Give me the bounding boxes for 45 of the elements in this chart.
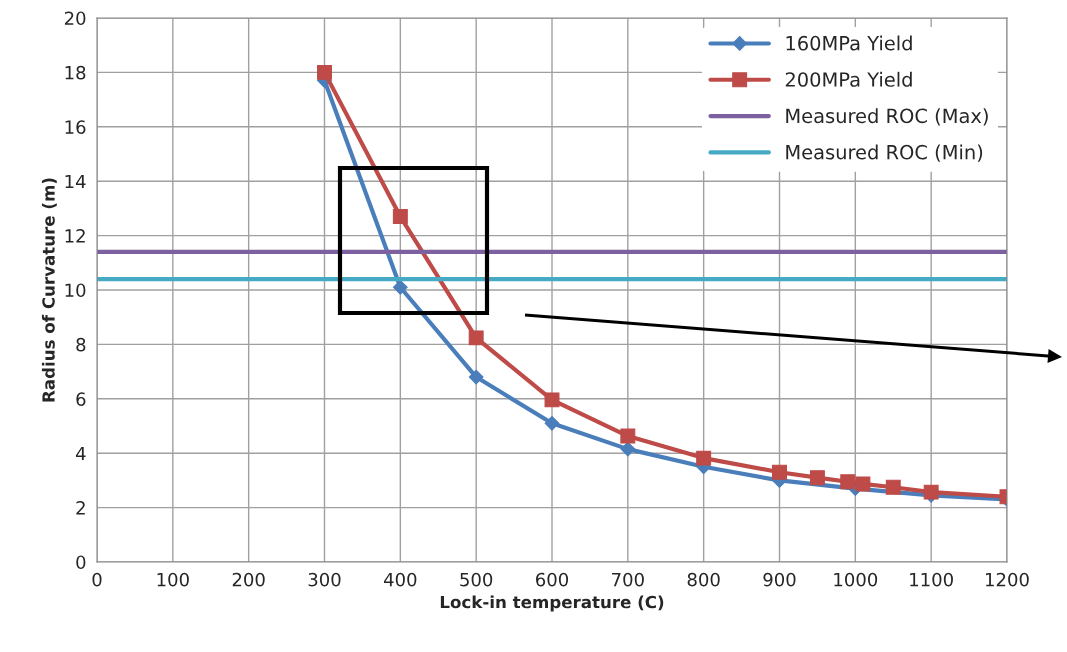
point: [544, 392, 560, 408]
y-tick-label: 14: [65, 174, 86, 189]
point: [317, 64, 332, 80]
point: [620, 428, 636, 444]
y-axis-title: Radius of Curvature (m): [41, 178, 57, 402]
point: [772, 464, 787, 480]
legend-label: 160MPa Yield: [786, 35, 912, 51]
x-tick-label: 200: [232, 572, 265, 587]
legend-label: 200MPa Yield: [785, 71, 912, 87]
y-tick-label: 16: [65, 120, 86, 134]
legend-label: Measured ROC (Min): [786, 144, 983, 162]
x-tick-label: 600: [536, 572, 569, 587]
y-tick-label: 6: [76, 392, 86, 406]
point: [468, 330, 484, 346]
x-tick-label: 300: [308, 572, 341, 587]
point: [855, 476, 871, 492]
y-tick-label: 20: [64, 11, 86, 26]
x-tick-label: 900: [763, 572, 796, 587]
x-tick-label: 1000: [834, 572, 878, 587]
x-tick-label: 1200: [986, 572, 1029, 587]
y-tick-label: 8: [76, 337, 86, 352]
x-axis-title: Lock-in temperature (C): [440, 595, 664, 612]
point: [544, 415, 560, 431]
point: [885, 479, 901, 495]
y-tick-label: 4: [75, 446, 86, 461]
point: [392, 279, 408, 295]
x-tick-label: 700: [612, 572, 644, 587]
legend-label: Measured ROC (Max): [786, 108, 988, 126]
y-tick-label: 18: [65, 65, 86, 80]
point: [392, 209, 408, 225]
y-tick-label: 2: [76, 501, 85, 515]
point: [696, 450, 712, 466]
y-tick-label: 12: [65, 229, 85, 243]
x-tick-label: 500: [460, 572, 493, 587]
x-tick-label: 1100: [910, 572, 953, 587]
y-tick-label: 10: [65, 283, 86, 298]
point: [809, 470, 825, 486]
x-tick-label: 100: [157, 572, 189, 587]
point: [468, 369, 484, 385]
point: [620, 441, 636, 457]
x-tick-label: 800: [687, 572, 720, 587]
x-tick-label: 0: [92, 572, 102, 587]
y-tick-label: 0: [76, 555, 86, 570]
x-tick-label: 400: [383, 572, 417, 587]
point: [840, 474, 856, 490]
